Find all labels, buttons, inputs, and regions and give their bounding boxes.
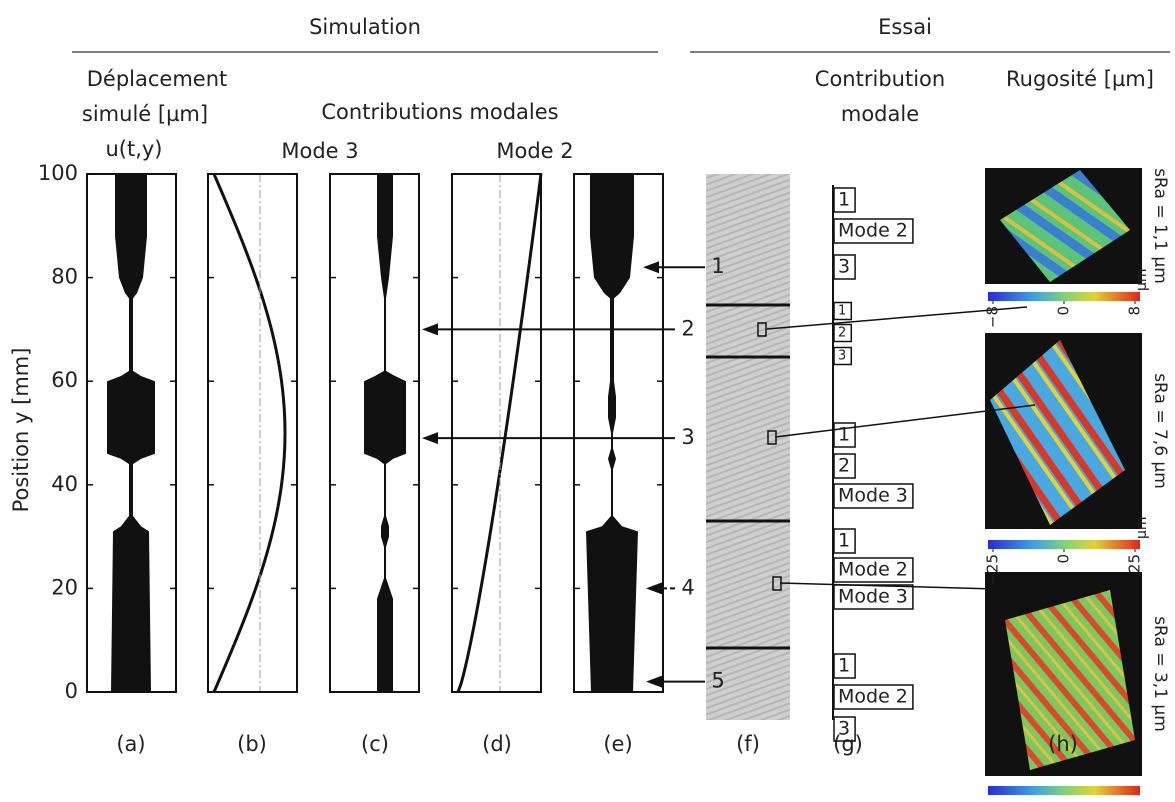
colorbar-unit: µm xyxy=(1134,268,1150,291)
panel-title: simulé [µm] xyxy=(82,102,208,126)
panel-label: (h) xyxy=(1048,732,1078,756)
header: Simulation xyxy=(309,15,421,39)
panel-frame xyxy=(86,173,177,693)
envelope xyxy=(107,174,155,692)
colorbar-tick-label: −8 xyxy=(984,306,1002,328)
colorbar-tick-label: 25 xyxy=(1126,554,1144,573)
colorbar-tick-label: −25 xyxy=(984,554,1002,586)
y-tick-label: 100 xyxy=(38,161,78,185)
y-tick-label: 40 xyxy=(51,472,78,496)
mode-box xyxy=(833,254,856,280)
mode-box-label: Mode 2 xyxy=(838,559,908,581)
mode-box xyxy=(833,453,856,479)
mode-shape xyxy=(456,173,543,693)
mode-box-label: Mode 2 xyxy=(838,220,908,242)
photo-markers xyxy=(757,322,782,591)
arrow-head xyxy=(646,675,662,688)
mode-box-label: 1 xyxy=(838,530,850,552)
connectors xyxy=(766,306,1036,591)
panel-frame xyxy=(329,173,420,693)
colorbar-tick-label: 8 xyxy=(1126,306,1144,316)
mode-box xyxy=(833,323,853,343)
panel-title: Contributions modales xyxy=(321,100,558,124)
arrow-head xyxy=(422,323,438,336)
y-tick-label: 0 xyxy=(65,679,78,703)
mode-box-label: Mode 2 xyxy=(838,686,908,708)
colorbar-tick-label: 0 xyxy=(1055,554,1073,564)
mode-box xyxy=(833,653,856,679)
panel-title: modale xyxy=(841,102,919,126)
envelope xyxy=(586,174,638,692)
panel-title: Rugosité [µm] xyxy=(1006,67,1154,91)
mode-box-label: 1 xyxy=(838,189,850,211)
panel-label: (c) xyxy=(361,732,389,756)
sra-label: sRa = 1,1 µm xyxy=(1150,168,1170,284)
mode-box xyxy=(833,422,856,448)
envelope xyxy=(364,174,406,692)
mode-box-label: 1 xyxy=(838,304,846,319)
mode-shape xyxy=(212,173,287,693)
y-tick-label: 20 xyxy=(51,575,78,599)
colorbar-tick-label: 0 xyxy=(1055,306,1073,316)
mode-box xyxy=(833,483,914,509)
mode-box xyxy=(833,218,914,244)
panel-label: (b) xyxy=(237,732,267,756)
y-tick-label: 60 xyxy=(51,368,78,392)
y-tick-label: 80 xyxy=(51,265,78,289)
panel-title: Déplacement xyxy=(87,67,228,91)
photo-lines xyxy=(706,303,790,650)
mode-box-label: 1 xyxy=(838,655,850,677)
header: Essai xyxy=(878,15,932,39)
arrow-head xyxy=(646,582,662,595)
mode-box-label: Mode 3 xyxy=(838,586,908,608)
photo xyxy=(706,174,790,720)
panel-frame xyxy=(207,173,298,693)
panel-label: (d) xyxy=(482,732,512,756)
mode-box-label: 1 xyxy=(838,424,850,446)
mode-box xyxy=(833,528,856,554)
panel-title: Contribution xyxy=(815,67,945,91)
arrow-head xyxy=(643,261,659,274)
mode-box xyxy=(833,346,853,366)
mode-box-label: 2 xyxy=(838,326,846,341)
surface xyxy=(1000,170,1130,282)
colorbar xyxy=(988,786,1140,795)
arrow-label: 3 xyxy=(681,425,694,449)
panel-frame xyxy=(573,173,664,693)
sra-label: sRa = 3,1 µm xyxy=(1150,616,1170,732)
mode-box xyxy=(833,557,914,583)
panel-label: (e) xyxy=(603,732,632,756)
panel-title: u(t,y) xyxy=(105,137,162,161)
sra-label: sRa = 7,6 µm xyxy=(1150,373,1170,489)
colorbar xyxy=(988,292,1140,301)
panel-frame xyxy=(451,173,542,693)
surface xyxy=(990,340,1125,525)
mode-box xyxy=(833,684,914,710)
arrow-label: 4 xyxy=(681,575,694,599)
mode-box-label: 3 xyxy=(838,256,850,278)
panel-label: (f) xyxy=(736,732,760,756)
axis-label: Position y [mm] xyxy=(9,348,33,513)
mode-box xyxy=(833,301,853,321)
mode-title: Mode 3 xyxy=(281,139,358,163)
mode-box xyxy=(833,187,856,213)
colorbar xyxy=(988,540,1140,549)
colorbar-unit: µm xyxy=(1134,516,1150,539)
mode-box-label: Mode 3 xyxy=(838,485,908,507)
panel-label: (g) xyxy=(833,732,863,756)
panel-label: (a) xyxy=(116,732,145,756)
arrow-head xyxy=(422,432,438,445)
mode-title: Mode 2 xyxy=(496,139,573,163)
arrow-label: 5 xyxy=(711,669,724,693)
mode-box xyxy=(833,716,856,742)
mode-box-label: 3 xyxy=(838,349,846,364)
mode-box-label: 2 xyxy=(838,455,850,477)
mode-box-label: 3 xyxy=(838,718,850,740)
arrow-label: 2 xyxy=(681,316,694,340)
mode-box xyxy=(833,584,914,610)
surface xyxy=(1005,590,1135,770)
arrow-label: 1 xyxy=(711,254,724,278)
